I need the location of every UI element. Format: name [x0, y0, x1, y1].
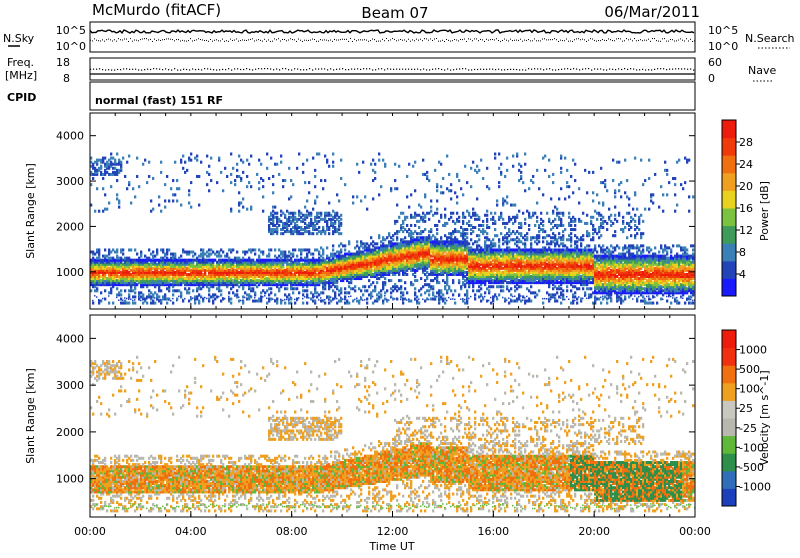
freq-panel [90, 58, 695, 80]
colorbar-tick-label: 28 [739, 136, 753, 149]
colorbar-tick-label: 100 [739, 383, 760, 396]
colorbar-swatch [722, 226, 736, 244]
cpid-label: CPID [7, 91, 36, 104]
colorbar-swatch [722, 418, 736, 436]
colorbar-swatch [722, 120, 736, 138]
colorbar-tick-label: 20 [739, 180, 753, 193]
colorbar-tick-label: 1000 [739, 344, 767, 357]
colorbar-swatch [722, 348, 736, 366]
colorbar-tick-label: -1000 [739, 480, 771, 493]
nsearch-label: N.Search [745, 32, 795, 45]
nsearch-tick-low: 10^0 [708, 40, 738, 53]
freq-trace [90, 68, 695, 74]
colorbar-swatch [722, 471, 736, 489]
colorbar-swatch [722, 453, 736, 471]
freq-unit: [MHz] [5, 69, 37, 82]
colorbar-swatch [722, 208, 736, 226]
nave-tick-low: 0 [708, 72, 715, 85]
nsearch-tick-high: 10^5 [708, 24, 738, 37]
colorbar-swatch [722, 488, 736, 506]
nsky-trace [90, 30, 695, 42]
x-tick-label: 16:00 [477, 525, 509, 538]
y-tick-label: 4000 [56, 130, 84, 143]
colorbar-swatch [722, 261, 736, 279]
colorbar-tick-label: 4 [739, 268, 746, 281]
colorbar-swatch [722, 436, 736, 454]
freq-label: Freq. [7, 56, 34, 69]
velocity-heatmap [90, 356, 696, 513]
y-tick-label: 3000 [56, 175, 84, 188]
freq-tick-low: 8 [63, 72, 70, 85]
nsky-tick-low: 10^0 [56, 40, 86, 53]
x-tick-label: 00:00 [74, 525, 106, 538]
colorbar-swatch [722, 190, 736, 208]
colorbar-tick-label: 500 [739, 363, 760, 376]
x-tick-label: 20:00 [578, 525, 610, 538]
x-tick-label: 08:00 [276, 525, 308, 538]
colorbar-tick-label: 16 [739, 202, 753, 215]
x-tick-label: 04:00 [175, 525, 207, 538]
colorbar-tick-label: -25 [739, 422, 757, 435]
colorbar-swatch [722, 173, 736, 191]
x-axis-label: Time UT [368, 540, 414, 553]
nsky-tick-high: 10^5 [56, 24, 86, 37]
y-tick-label: 3000 [56, 379, 84, 392]
y-tick-label: 2000 [56, 220, 84, 233]
colorbar-tick-label: 12 [739, 224, 753, 237]
colorbar-swatch [722, 330, 736, 348]
x-tick-label: 00:00 [679, 525, 711, 538]
power-heatmap [90, 153, 696, 305]
nave-tick-high: 60 [708, 56, 722, 69]
nave-label: Nave [748, 64, 776, 77]
station-title: McMurdo (fitACF) [92, 1, 221, 19]
colorbar-tick-label: 25 [739, 402, 753, 415]
freq-tick-high: 18 [56, 56, 70, 69]
colorbar-swatch [722, 278, 736, 296]
y-tick-label: 1000 [56, 473, 84, 486]
cpid-value: normal (fast) 151 RF [95, 94, 223, 107]
power-ylabel: Slant Range [km] [24, 163, 37, 259]
colorbar-swatch [722, 365, 736, 383]
colorbar-swatch [722, 383, 736, 401]
date-title: 06/Mar/2011 [604, 3, 700, 21]
beam-title: Beam 07 [361, 4, 428, 22]
colorbar-tick-label: 8 [739, 246, 746, 259]
velocity-ylabel: Slant Range [km] [24, 368, 37, 464]
velocity-colorbar-label: Velocity [m s^-1] [758, 370, 771, 465]
y-tick-label: 4000 [56, 332, 84, 345]
colorbar-swatch [722, 400, 736, 418]
colorbar-swatch [722, 138, 736, 156]
y-tick-label: 1000 [56, 266, 84, 279]
colorbar-swatch [722, 155, 736, 173]
colorbar-swatch [722, 243, 736, 261]
y-tick-label: 2000 [56, 426, 84, 439]
nsky-panel [90, 22, 695, 52]
power-colorbar: 28 24 20 16 12 8 4 [722, 120, 753, 297]
power-colorbar-label: Power [dB] [758, 181, 771, 241]
nsky-label: N.Sky [3, 32, 35, 45]
x-tick-label: 12:00 [377, 525, 409, 538]
colorbar-tick-label: 24 [739, 158, 753, 171]
